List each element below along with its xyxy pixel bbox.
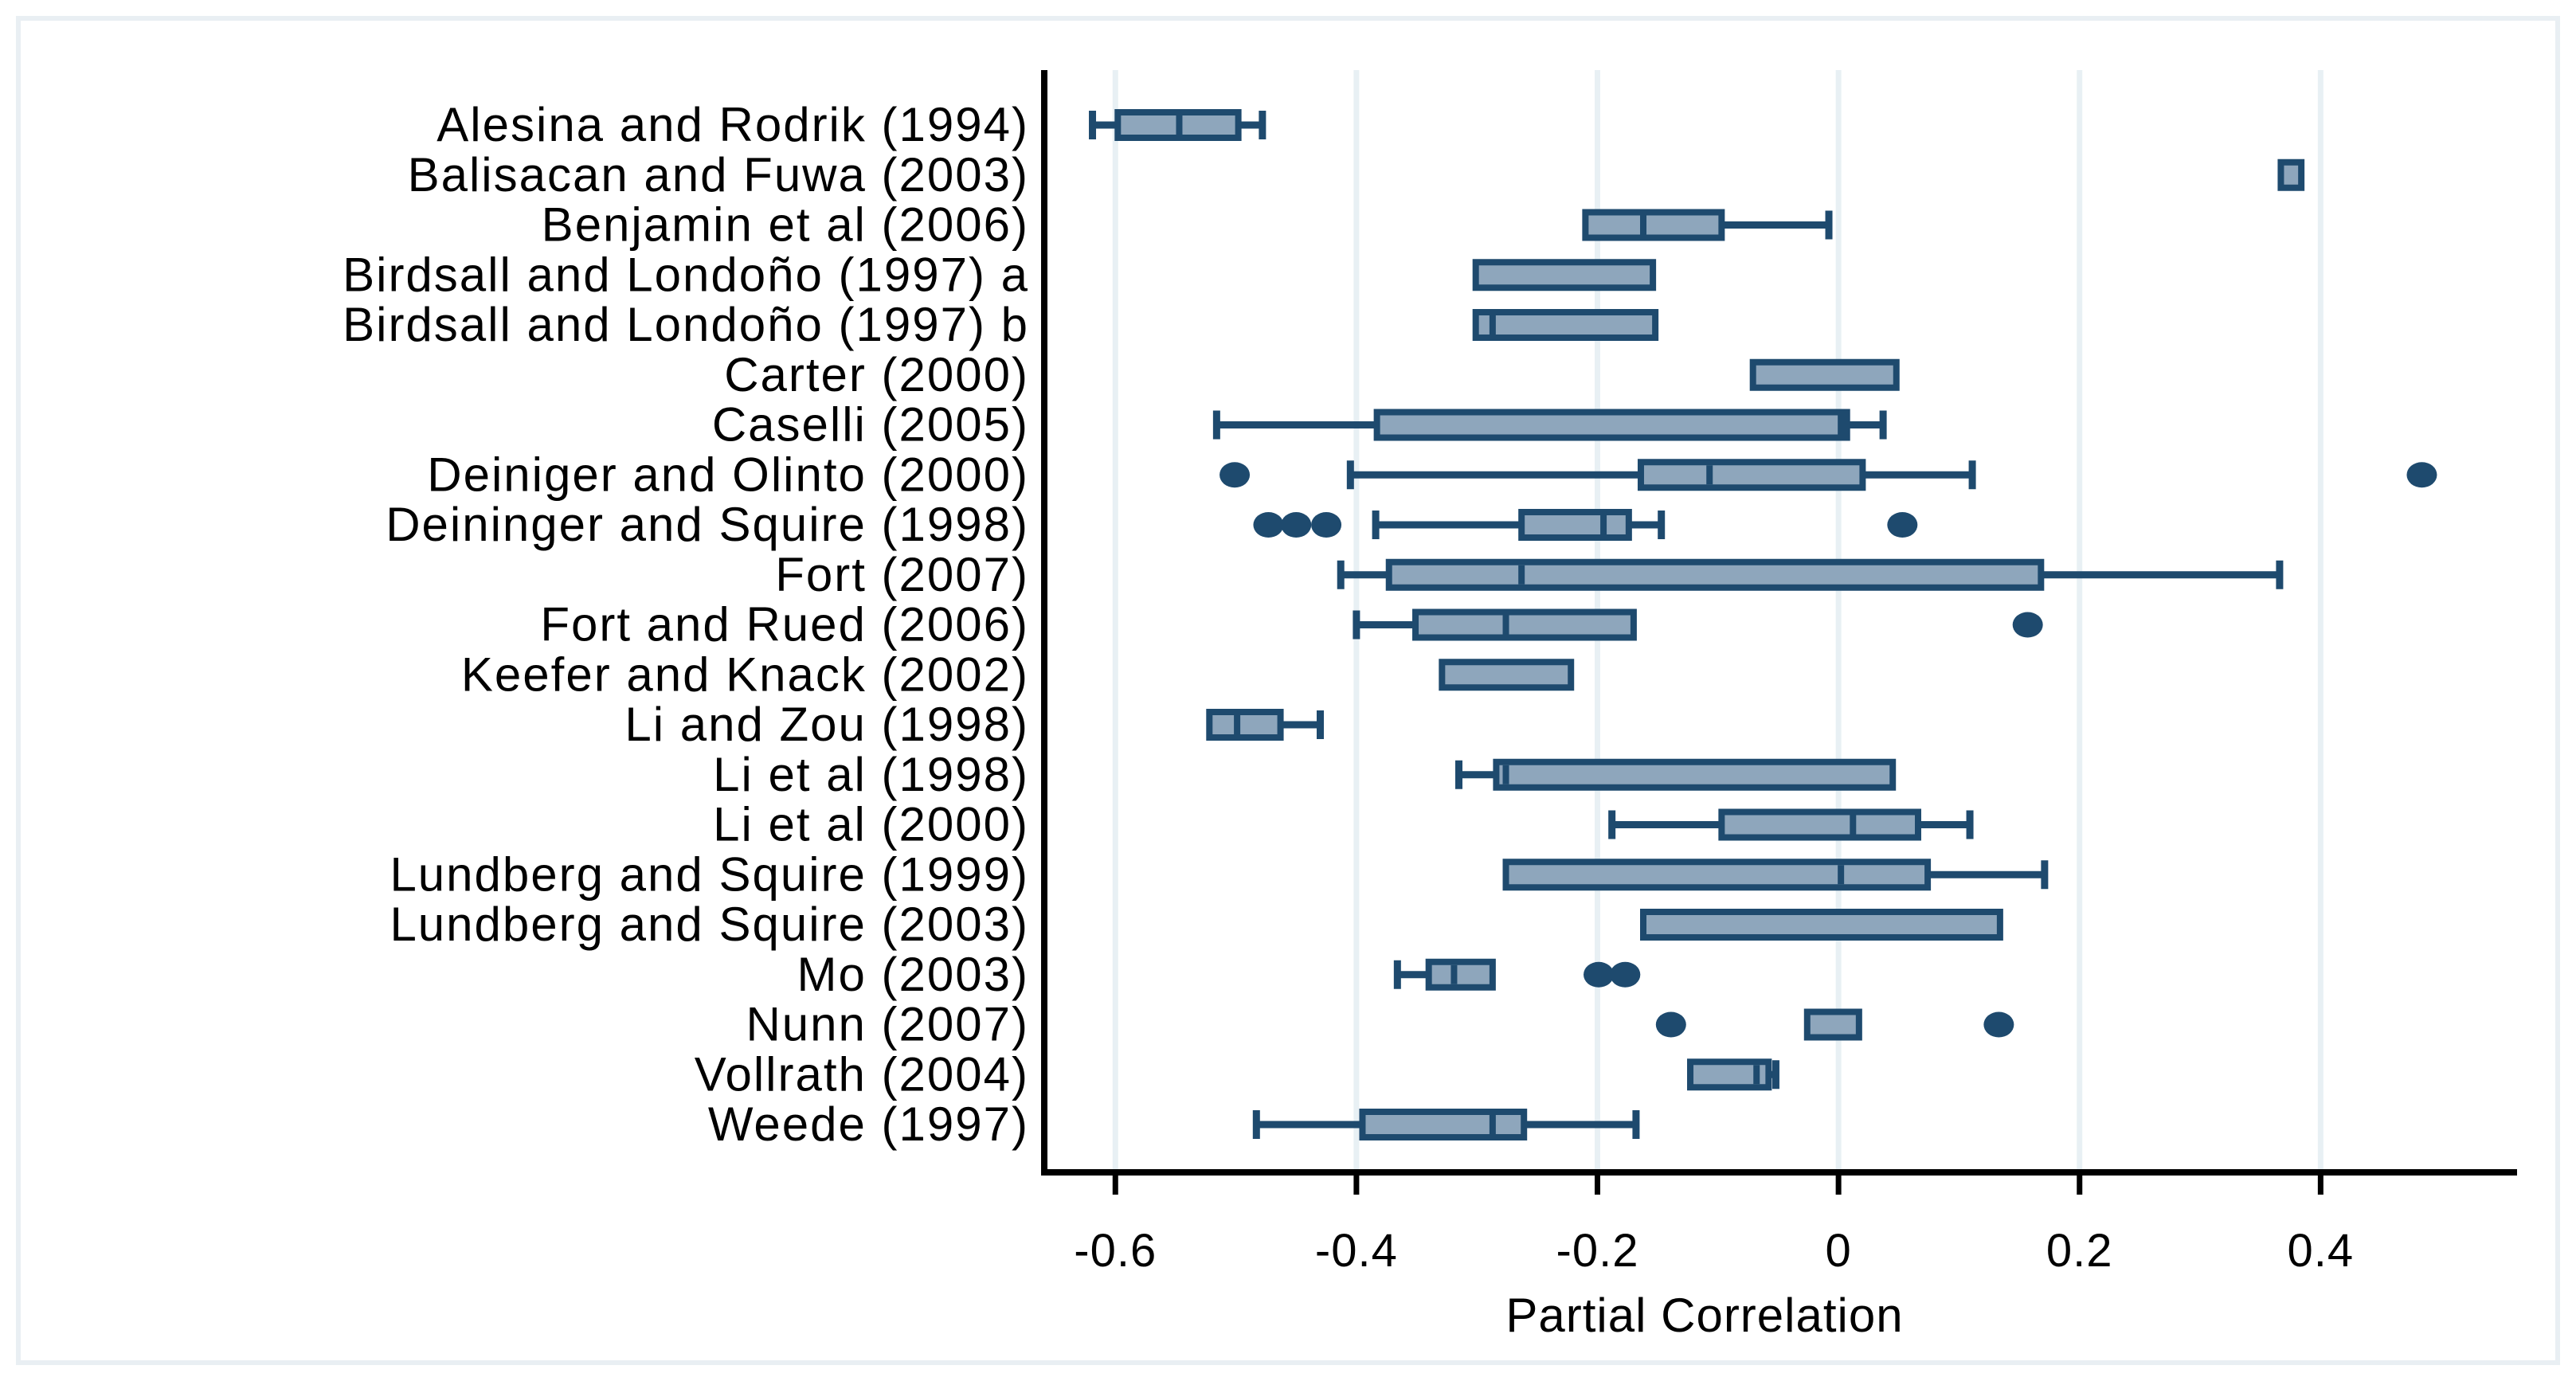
median-line — [1489, 1115, 1496, 1134]
figure-border — [16, 16, 2560, 1365]
box — [1359, 1109, 1528, 1140]
row-label: Keefer and Knack (2002) — [461, 647, 1029, 701]
row-label: Lundberg and Squire (2003) — [390, 898, 1029, 951]
median-line — [1489, 315, 1496, 334]
box — [1373, 409, 1850, 441]
outlier-dot — [1584, 961, 1615, 988]
box — [1472, 259, 1657, 291]
outlier-dot — [1655, 1011, 1686, 1038]
row-label: Caselli (2005) — [712, 398, 1029, 452]
row-label: Li et al (2000) — [713, 798, 1029, 851]
box — [1749, 358, 1900, 391]
median-line — [1176, 115, 1183, 135]
row-label: Li and Zou (1998) — [624, 698, 1029, 751]
box — [1637, 459, 1866, 491]
row-label: Weede (1997) — [708, 1097, 1029, 1151]
row-label: Nunn (2007) — [746, 998, 1029, 1051]
box — [1502, 859, 1932, 891]
row-label: Lundberg and Squire (1999) — [390, 847, 1029, 901]
median-line — [1838, 865, 1845, 885]
row-label: Li et al (1998) — [713, 748, 1029, 801]
row-label: Fort and Rued (2006) — [540, 598, 1029, 651]
median-line — [1234, 715, 1241, 734]
median-line — [1518, 565, 1525, 585]
median-line — [1450, 964, 1458, 984]
box — [1412, 608, 1637, 641]
median-line — [1753, 1065, 1760, 1085]
outlier-dot — [1281, 512, 1312, 538]
median-line — [1502, 765, 1509, 784]
median-line — [1838, 415, 1845, 435]
row-label: Alesina and Rodrik (1994) — [437, 98, 1029, 151]
outlier-dot — [2406, 462, 2437, 488]
outlier-dot — [1219, 462, 1251, 488]
box — [1640, 909, 2003, 941]
row-label: Birdsall and Londoño (1997) a — [343, 248, 1029, 301]
box — [1582, 209, 1725, 241]
row-label: Deiniger and Olinto (2000) — [427, 448, 1029, 501]
box — [1439, 659, 1575, 691]
box — [1803, 1008, 1862, 1041]
row-label: Deininger and Squire (1998) — [386, 498, 1029, 551]
row-label: Carter (2000) — [724, 348, 1029, 401]
outlier-dot — [1887, 512, 1918, 538]
box — [1425, 958, 1496, 991]
median-line — [1706, 465, 1713, 485]
x-tick-label: 0.4 — [2288, 1225, 2355, 1277]
median-line — [1640, 215, 1647, 235]
outlier-dot — [1983, 1011, 2014, 1038]
row-label: Birdsall and Londoño (1997) b — [343, 298, 1029, 351]
row-label: Fort (2007) — [775, 548, 1029, 601]
x-tick-label: 0 — [1825, 1225, 1851, 1277]
row-label: Vollrath (2004) — [695, 1047, 1029, 1101]
outlier-dot — [1253, 512, 1284, 538]
x-tick-label: 0.2 — [2046, 1225, 2113, 1277]
box — [2277, 158, 2305, 191]
box — [1472, 309, 1659, 341]
outlier-dot — [2012, 612, 2043, 638]
median-line — [1600, 515, 1607, 534]
box — [1493, 758, 1897, 791]
median-line — [1502, 615, 1509, 635]
median-line — [1850, 815, 1857, 835]
x-tick-label: -0.4 — [1315, 1225, 1398, 1277]
box — [1206, 709, 1284, 741]
box — [1385, 558, 2045, 591]
x-axis-title: Partial Correlation — [1505, 1289, 1903, 1342]
row-label: Mo (2003) — [797, 948, 1029, 1001]
x-tick-label: -0.6 — [1074, 1225, 1157, 1277]
x-tick-label: -0.2 — [1556, 1225, 1639, 1277]
row-label: Benjamin et al (2006) — [542, 198, 1029, 252]
outlier-dot — [1311, 512, 1342, 538]
row-label: Balisacan and Fuwa (2003) — [408, 148, 1029, 201]
box — [1518, 509, 1632, 541]
outlier-dot — [1610, 961, 1641, 988]
box — [1718, 808, 1921, 841]
